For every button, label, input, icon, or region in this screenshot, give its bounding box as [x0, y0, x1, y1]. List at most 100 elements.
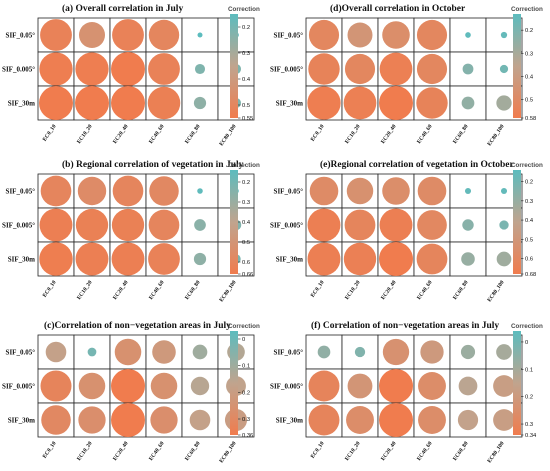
- column-label: EC40_60: [148, 124, 166, 145]
- column-label: EC0_10: [42, 441, 58, 460]
- colorbar-title: Correction: [228, 6, 260, 13]
- colorbar-tick-label: 0.5: [525, 237, 533, 243]
- colorbar-tick-label: 0.5: [242, 240, 250, 246]
- column-label: EC60_80: [452, 441, 470, 462]
- correlation-bubble: [499, 64, 509, 74]
- correlation-bubble: [75, 52, 109, 86]
- colorbar-tick-label: 0.36: [242, 433, 253, 439]
- correlation-bubble: [347, 373, 373, 399]
- correlation-bubble: [309, 176, 339, 206]
- colorbar-tick-label: 0.34: [525, 433, 537, 439]
- row-label: SIF_0.05°: [274, 349, 304, 357]
- colorbar-tick-label: 0.3: [242, 51, 250, 57]
- correlation-bubble: [317, 345, 331, 359]
- colorbar-tick-label: 0.68: [525, 272, 536, 278]
- row-label: SIF_30m: [8, 256, 35, 264]
- correlation-bubble: [420, 340, 444, 364]
- correlation-bubble: [308, 53, 340, 85]
- correlation-bubble: [77, 176, 107, 206]
- colorbar-tick-label: 0.1: [525, 367, 533, 373]
- panel-title: (a) Overall correlation in July: [62, 3, 183, 14]
- correlation-bubble: [40, 19, 72, 51]
- panel-title: (c)Correlation of non−vegetation areas i…: [44, 320, 231, 331]
- column-label: EC60_80: [184, 124, 202, 145]
- correlation-bubble: [416, 87, 448, 119]
- correlation-bubble: [193, 96, 207, 110]
- correlation-bubble: [192, 344, 208, 360]
- colorbar-tick-label: 0.3: [525, 422, 533, 428]
- colorbar-tick-label: 0: [242, 337, 245, 343]
- row-label: SIF_0.05°: [274, 32, 304, 40]
- grid-cell: [341, 334, 379, 370]
- column-label: EC80_100: [219, 441, 238, 465]
- correlation-bubble: [346, 177, 374, 205]
- correlation-bubble: [343, 86, 377, 120]
- correlation-bubble: [496, 95, 512, 111]
- column-label: EC40_60: [148, 441, 166, 462]
- correlation-bubble: [112, 175, 144, 207]
- correlation-bubble: [111, 208, 145, 242]
- row-label: SIF_30m: [8, 100, 35, 108]
- colorbar-tick-label: 0.2: [525, 28, 533, 34]
- column-label: EC10_20: [344, 441, 362, 462]
- correlation-bubble: [307, 242, 341, 276]
- column-label: EC80_100: [487, 124, 506, 148]
- row-label: SIF_0.005°: [2, 66, 35, 74]
- correlation-bubble: [417, 176, 447, 206]
- panel-6: (f) Correlation of non−vegetation areas …: [270, 320, 543, 464]
- correlation-bubble: [39, 52, 73, 86]
- correlation-bubble: [41, 405, 71, 435]
- panel-5: (c)Correlation of non−vegetation areas i…: [2, 320, 260, 464]
- colorbar: [513, 14, 521, 118]
- column-label: EC0_10: [42, 280, 58, 299]
- correlation-bubble: [416, 19, 448, 51]
- colorbar-title: Correction: [228, 162, 260, 169]
- correlation-bubble: [39, 208, 73, 242]
- colorbar-tick-label: 0.4: [525, 74, 534, 80]
- column-label: EC20_40: [380, 441, 398, 462]
- panel-title: (e)Regional correlation of vegetation in…: [320, 159, 515, 170]
- correlation-bubble: [193, 252, 207, 266]
- panel-1: (a) Overall correlation in July SIF_0.05°…: [2, 3, 260, 147]
- colorbar-title: Correction: [511, 162, 543, 169]
- panel-title: (b) Regional correlation of vegetation i…: [62, 159, 244, 170]
- column-label: EC80_100: [219, 280, 238, 304]
- column-label: EC40_60: [416, 124, 434, 145]
- correlation-bubble: [78, 21, 106, 49]
- correlation-bubble: [379, 242, 413, 276]
- column-label: EC10_20: [344, 280, 362, 301]
- colorbar-tick-label: 0.2: [525, 395, 533, 401]
- colorbar: [230, 331, 238, 435]
- correlation-bubble: [462, 63, 474, 75]
- colorbar: [513, 170, 521, 274]
- correlation-bubble: [457, 409, 479, 431]
- colorbar-tick-label: 0.2: [242, 180, 250, 186]
- correlation-bubble: [148, 209, 180, 241]
- correlation-bubble: [344, 53, 376, 85]
- correlation-bubble: [462, 219, 474, 231]
- colorbar-tick-label: 0.3: [525, 199, 533, 205]
- correlation-bubble: [346, 406, 374, 434]
- correlation-bubble: [379, 403, 413, 437]
- correlation-bubble: [354, 346, 366, 358]
- correlation-bubble: [75, 242, 109, 276]
- colorbar: [513, 331, 521, 435]
- colorbar-tick-label: 0.6: [242, 260, 250, 266]
- correlation-bubble: [45, 341, 67, 363]
- correlation-bubble: [194, 219, 206, 231]
- column-label: EC60_80: [184, 280, 202, 301]
- colorbar-tick-label: 0.4: [242, 77, 251, 83]
- correlation-bubble: [343, 242, 377, 276]
- row-label: SIF_30m: [8, 417, 35, 425]
- colorbar: [230, 14, 238, 118]
- column-label: EC10_20: [76, 280, 94, 301]
- correlation-bubble: [147, 86, 181, 120]
- correlation-bubble: [379, 52, 413, 86]
- column-label: EC40_60: [148, 280, 166, 301]
- correlation-bubble: [111, 369, 145, 403]
- colorbar-tick-label: 0.2: [242, 390, 250, 396]
- correlation-bubble: [379, 369, 413, 403]
- grid-cell: [181, 85, 219, 121]
- column-label: EC20_40: [112, 124, 130, 145]
